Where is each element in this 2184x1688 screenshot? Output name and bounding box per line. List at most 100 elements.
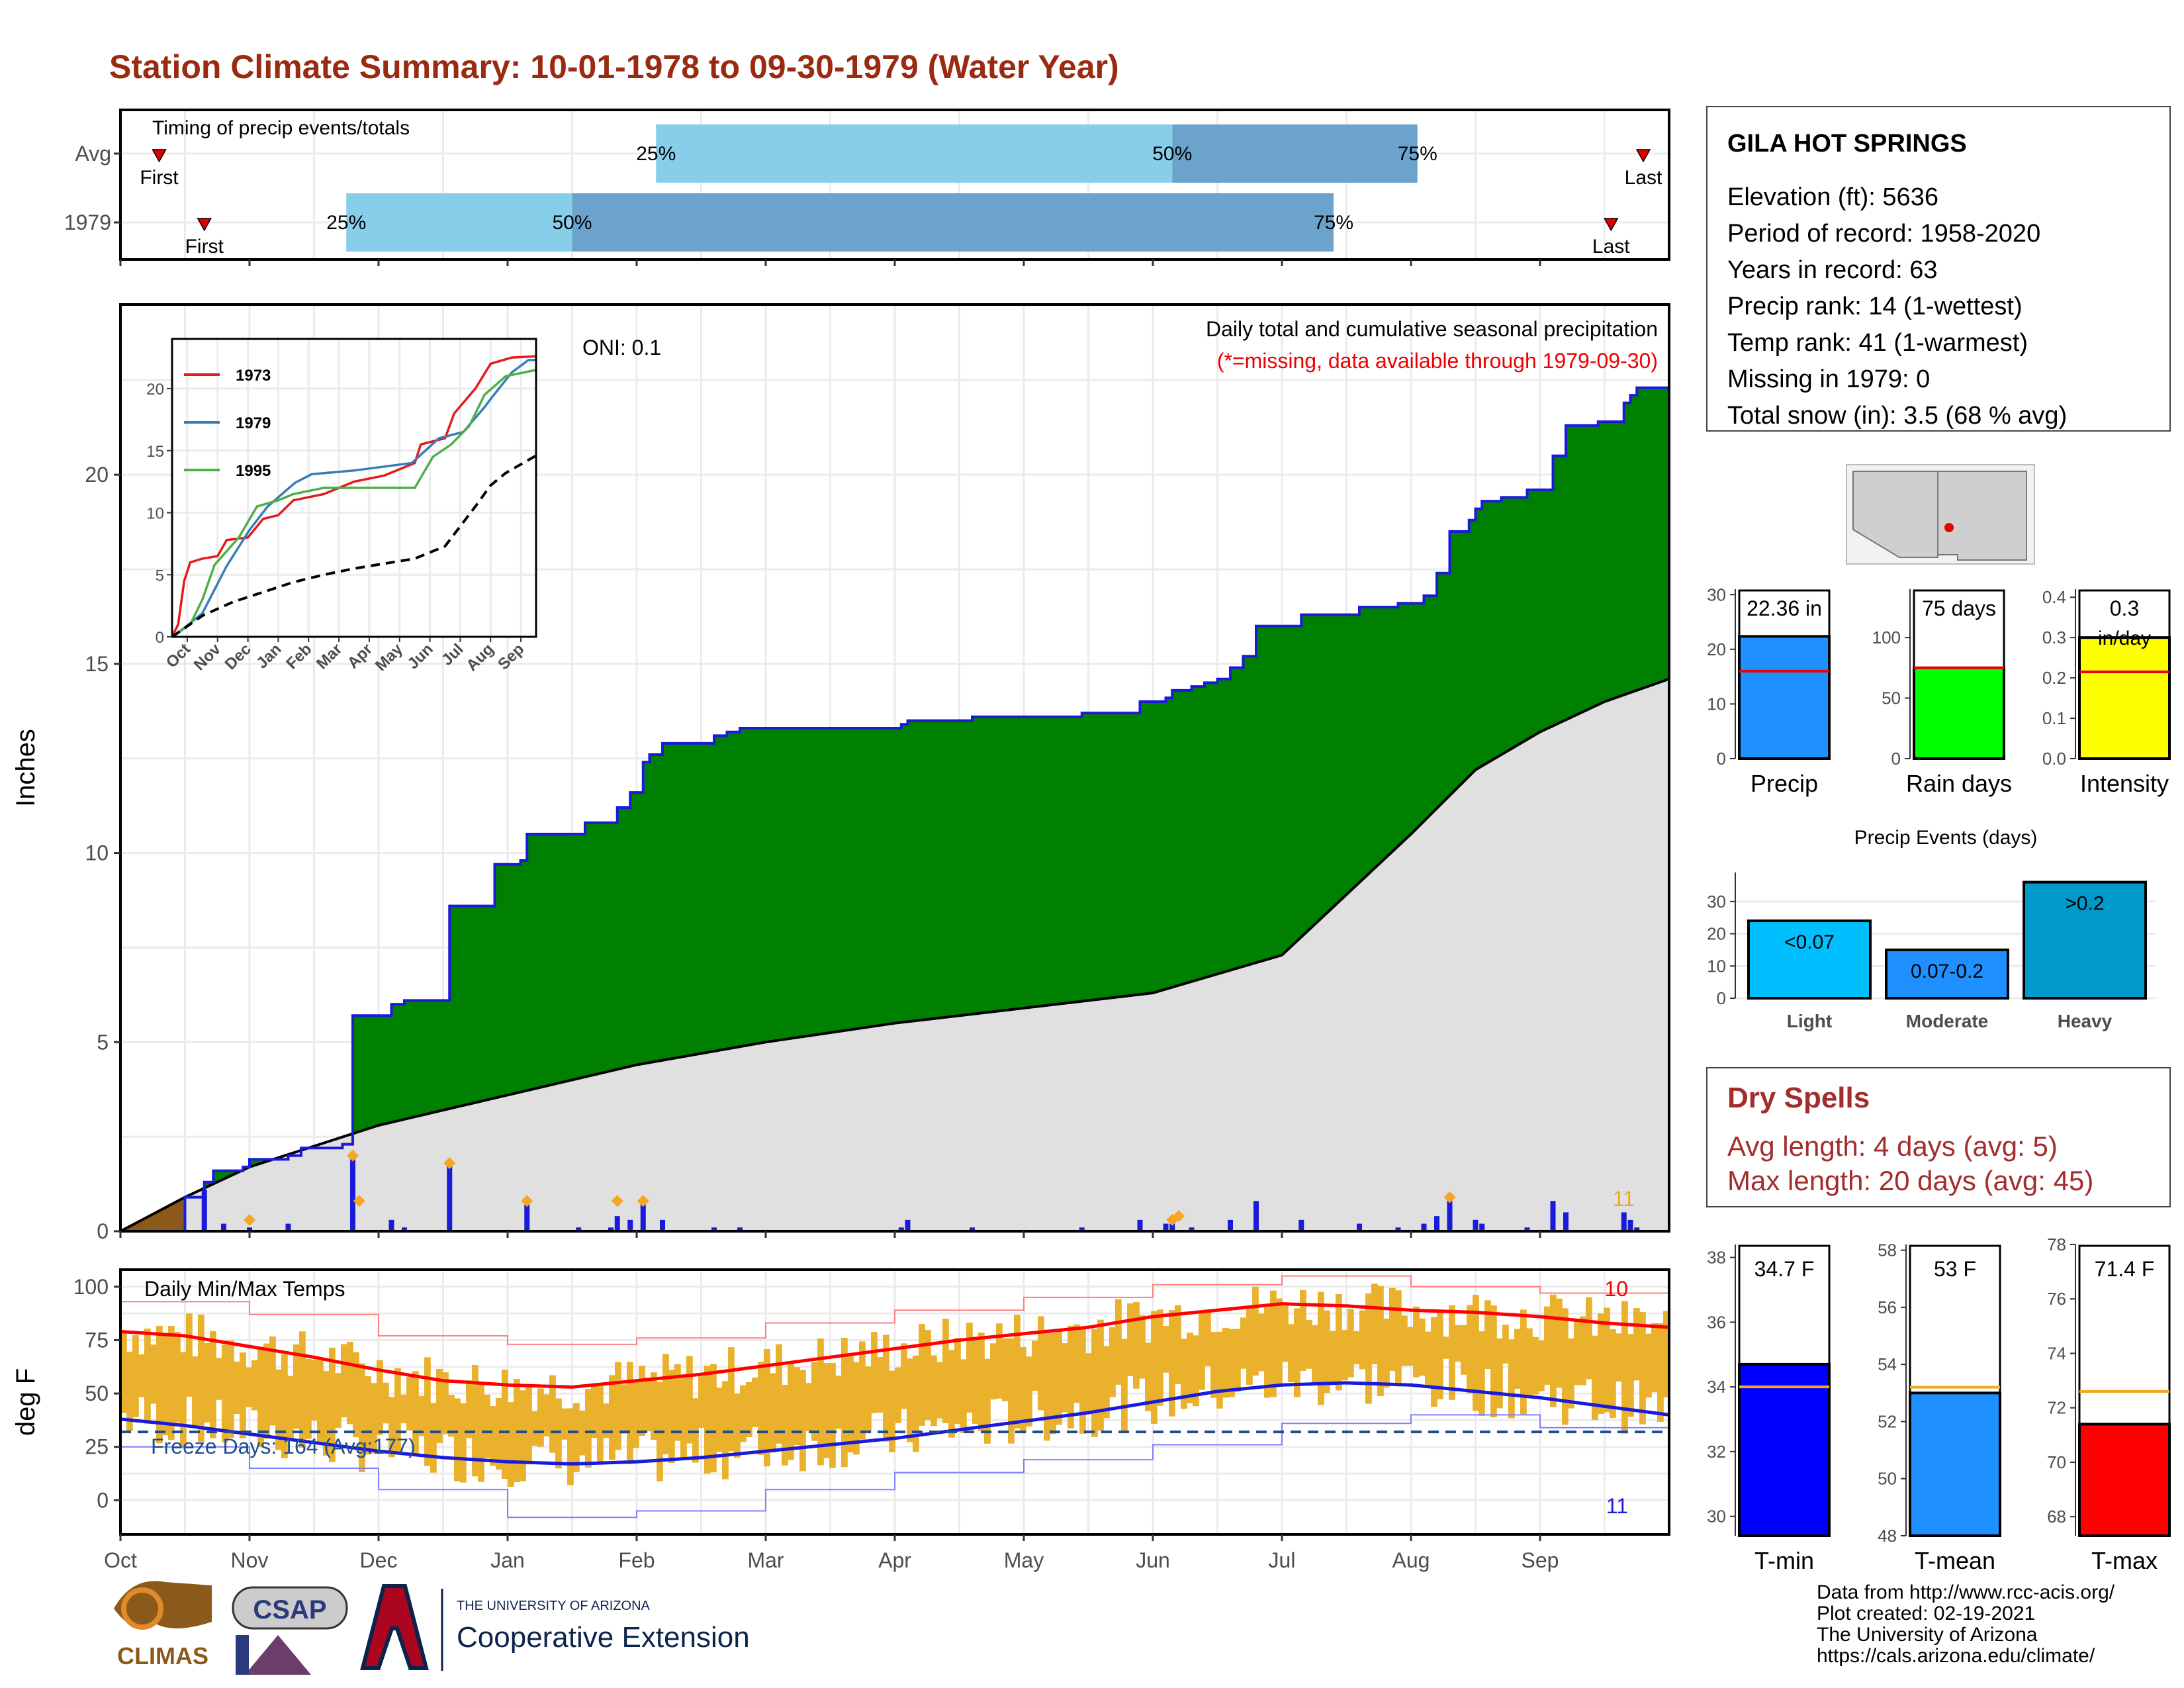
daily-precip-bar (627, 1219, 633, 1231)
mini-category-label: T-mean (1915, 1547, 1995, 1574)
month-tick-label: Jul (1269, 1548, 1296, 1572)
month-tick-label: Feb (618, 1548, 655, 1572)
csap-cloud-icon (232, 1586, 348, 1630)
climas-logo-text: CLIMAS (117, 1642, 208, 1669)
daily-temp-bar (645, 1378, 651, 1432)
daily-temp-bar (520, 1390, 526, 1481)
daily-precip-bar (1550, 1201, 1556, 1231)
dry-spells-panel: Dry Spells Avg length: 4 days (avg: 5) M… (1706, 1067, 2171, 1207)
daily-precip-bar (898, 1227, 904, 1231)
mini-value-label: 53 F (1934, 1257, 1976, 1281)
daily-temp-bar (913, 1355, 919, 1452)
precip-event-bar-label: 0.07-0.2 (1911, 961, 1983, 982)
daily-temp-bar (1437, 1310, 1443, 1399)
mini-category-label: Intensity (2080, 770, 2169, 797)
daily-temp-bar (329, 1347, 336, 1462)
daily-temp-bar (1282, 1305, 1289, 1362)
daily-temp-bar (263, 1343, 270, 1439)
daily-temp-bar (1431, 1317, 1437, 1407)
precip-y-tick-label: 20 (85, 463, 109, 487)
inset-series-line-1995 (171, 369, 537, 638)
record-high-count: 10 (1604, 1277, 1628, 1301)
daily-precip-bar (1395, 1227, 1401, 1231)
daily-temp-bar (1353, 1331, 1360, 1365)
daily-temp-bar (1210, 1332, 1217, 1398)
timing-bar-q25-q50 (656, 124, 1173, 183)
precip-y-axis-label: Inches (11, 729, 40, 807)
inset-legend-label: 1979 (236, 414, 271, 432)
daily-temp-bar (1091, 1329, 1098, 1437)
daily-temp-bar (1228, 1329, 1235, 1397)
daily-temp-bar (514, 1378, 520, 1483)
daily-precip-bar (614, 1216, 620, 1231)
daily-temp-bar (1246, 1309, 1253, 1385)
precip-event-bar (1747, 919, 1872, 1000)
daily-temp-bar (853, 1362, 860, 1455)
timing-quartile-label: 50% (552, 212, 592, 234)
daily-precip-bar (660, 1219, 665, 1231)
mini-y-tick-label: 78 (2047, 1235, 2066, 1254)
daily-temp-bar (716, 1387, 723, 1452)
precip-event-category: Light (1787, 1011, 1832, 1031)
daily-temp-bar (412, 1371, 419, 1454)
avg-tmax-line (120, 1302, 1670, 1389)
daily-temp-bar (1479, 1331, 1485, 1416)
mini-value-label: 34.7 F (1754, 1257, 1815, 1281)
daily-temp-bar (1330, 1331, 1336, 1383)
daily-temp-bar (1538, 1340, 1545, 1391)
timing-quartile-label: 75% (1398, 143, 1437, 165)
daily-temp-bar (1068, 1325, 1074, 1429)
daily-temp-bar (1401, 1315, 1408, 1366)
page-title: Station Climate Summary: 10-01-1978 to 0… (109, 48, 1119, 85)
daily-temp-bar (573, 1403, 580, 1472)
daily-temp-bar (1312, 1325, 1318, 1384)
csap-logo-text: CSAP (253, 1595, 326, 1624)
inset-x-tick-label: Jun (404, 640, 437, 673)
daily-temp-bar (925, 1329, 931, 1421)
daily-temp-bar (794, 1367, 800, 1445)
daily-temp-bar (1163, 1326, 1169, 1373)
daily-temp-bar (150, 1344, 157, 1404)
month-tick-label: Jan (490, 1548, 525, 1572)
inset-x-tick-label: Oct (163, 640, 194, 671)
inset-legend-label: 1995 (236, 462, 271, 480)
station-location-dot (1944, 523, 1954, 532)
daily-temp-bar (448, 1395, 455, 1437)
mini-y-tick-label: 48 (1878, 1526, 1897, 1546)
daily-temp-bar (1574, 1319, 1580, 1385)
daily-temp-bar (1473, 1294, 1479, 1411)
mini-y-tick-label: 38 (1707, 1248, 1726, 1268)
daily-temp-bar (1425, 1331, 1432, 1387)
daily-temp-bar (1014, 1315, 1021, 1429)
daily-precip-bar (1298, 1219, 1304, 1231)
daily-temp-bar (531, 1411, 538, 1446)
daily-temp-bar (1062, 1343, 1068, 1413)
events-y-tick-label: 10 (1707, 956, 1726, 976)
daily-temp-bar (144, 1329, 151, 1424)
daily-temp-bar (948, 1350, 955, 1438)
daily-temp-bar (1288, 1324, 1295, 1383)
mini-y-tick-label: 56 (1878, 1297, 1897, 1317)
daily-temp-bar (722, 1381, 729, 1479)
daily-temp-bar (1639, 1311, 1646, 1425)
cumulative-precip-line (120, 386, 1669, 1233)
daily-temp-bar (1502, 1325, 1509, 1364)
daily-temp-bar (865, 1366, 872, 1432)
daily-temp-bar (674, 1364, 681, 1441)
daily-precip-bar (1163, 1223, 1169, 1231)
extreme-precip-marker (347, 1149, 359, 1162)
temp-y-tick-label: 25 (85, 1435, 109, 1459)
daily-temp-bar (1097, 1319, 1104, 1431)
mini-y-tick-label: 0 (1891, 749, 1901, 769)
daily-temp-bar (692, 1398, 699, 1463)
daily-temp-bar (1020, 1346, 1026, 1434)
daily-temp-bar (1073, 1324, 1080, 1403)
daily-temp-bar (728, 1347, 735, 1452)
daily-precip-bar (1169, 1223, 1175, 1231)
precip-event-bar-label: >0.2 (2065, 893, 2104, 915)
daily-temp-bar (764, 1348, 770, 1467)
daily-temp-bar (871, 1332, 878, 1413)
daily-temp-bar (1663, 1311, 1670, 1397)
station-info-panel: GILA HOT SPRINGS Elevation (ft): 5636 Pe… (1706, 106, 2171, 432)
daily-temp-bar (698, 1376, 705, 1428)
